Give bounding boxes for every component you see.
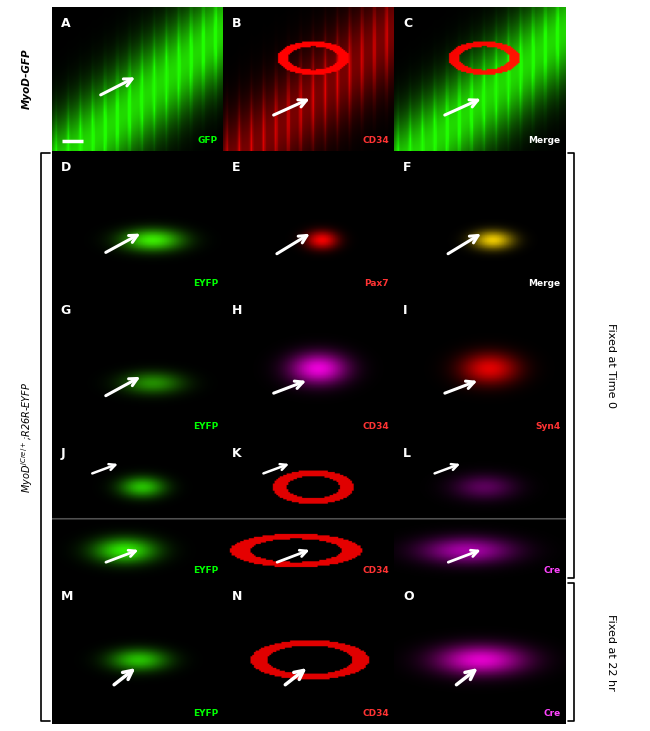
Text: Syn4: Syn4	[535, 423, 560, 431]
Text: EYFP: EYFP	[193, 423, 218, 431]
Text: C: C	[403, 18, 412, 31]
Text: CD34: CD34	[363, 709, 389, 718]
Text: L: L	[403, 447, 411, 461]
Text: N: N	[232, 591, 242, 604]
Text: O: O	[403, 591, 413, 604]
Text: MyoD-GFP: MyoD-GFP	[22, 49, 32, 109]
Text: Merge: Merge	[528, 136, 560, 145]
Text: Pax7: Pax7	[365, 279, 389, 288]
Text: G: G	[60, 304, 71, 317]
Text: B: B	[232, 18, 241, 31]
Text: D: D	[60, 161, 71, 174]
Text: K: K	[232, 447, 241, 461]
Text: CD34: CD34	[363, 136, 389, 145]
Text: CD34: CD34	[363, 423, 389, 431]
Text: EYFP: EYFP	[193, 566, 218, 575]
Text: Merge: Merge	[528, 279, 560, 288]
Text: Fixed at Time 0: Fixed at Time 0	[606, 323, 616, 408]
Text: CD34: CD34	[363, 566, 389, 575]
Text: EYFP: EYFP	[193, 279, 218, 288]
Text: F: F	[403, 161, 411, 174]
Text: Cre: Cre	[543, 566, 560, 575]
Text: GFP: GFP	[198, 136, 218, 145]
Text: E: E	[232, 161, 240, 174]
Text: A: A	[60, 18, 70, 31]
Text: I: I	[403, 304, 408, 317]
Text: EYFP: EYFP	[193, 709, 218, 718]
Text: H: H	[232, 304, 242, 317]
Text: J: J	[60, 447, 65, 461]
Text: $MyoD^{jCre/+}$;R26R-EYFP: $MyoD^{jCre/+}$;R26R-EYFP	[19, 382, 34, 493]
Text: M: M	[60, 591, 73, 604]
Text: Cre: Cre	[543, 709, 560, 718]
Text: Fixed at 22 hr: Fixed at 22 hr	[606, 614, 616, 690]
